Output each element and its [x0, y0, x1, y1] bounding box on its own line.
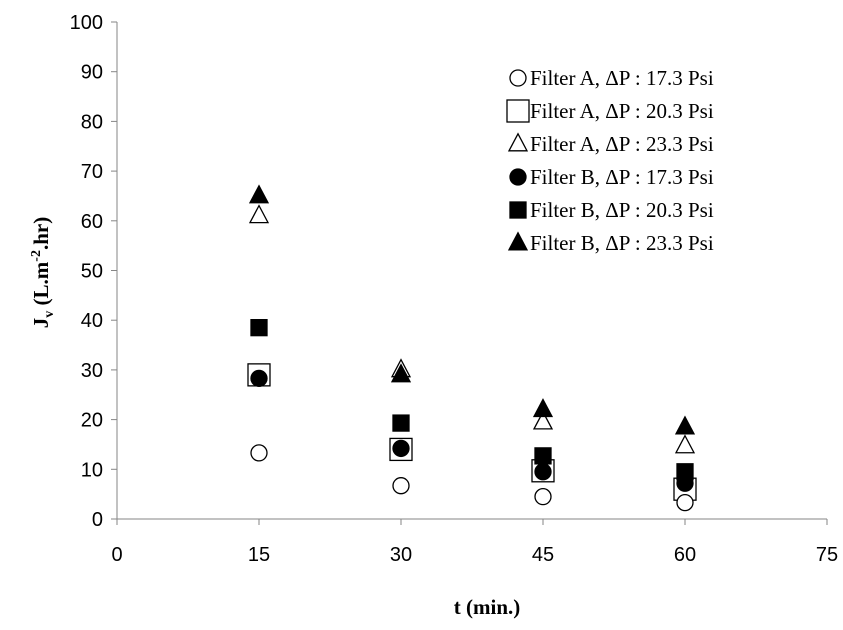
data-point [674, 415, 696, 435]
data-point [392, 477, 410, 495]
data-point [390, 363, 412, 383]
y-axis-title-superscript: -2 [29, 250, 44, 262]
data-point [532, 398, 554, 418]
data-point [676, 463, 694, 481]
legend-label: Filter B, ΔP : 23.3 Psi [530, 231, 714, 255]
x-tick-label: 75 [816, 544, 838, 566]
legend-marker-square-filled [509, 201, 527, 219]
legend-label: Filter B, ΔP : 17.3 Psi [530, 165, 714, 189]
y-tick-label: 80 [81, 111, 103, 133]
data-point [532, 410, 554, 430]
x-axis-title: t (min.) [454, 595, 521, 619]
y-axis-title-unit: (L.m [29, 261, 53, 311]
y-tick-label: 50 [81, 261, 103, 283]
data-point [534, 487, 552, 506]
data-point [250, 444, 268, 462]
x-tick-label: 30 [390, 544, 412, 566]
x-tick-label: 60 [674, 544, 696, 566]
y-tick-label: 10 [81, 459, 103, 481]
data-point [534, 463, 552, 481]
legend-entry: Filter A, ΔP : 17.3 Psi [509, 66, 714, 90]
legend-entry: Filter B, ΔP : 17.3 Psi [509, 165, 714, 189]
data-point [676, 493, 694, 512]
data-point [248, 184, 270, 204]
tick-labels: 0 10 20 30 40 50 60 70 80 90 100 0 15 30 45 60 75 [70, 12, 839, 566]
data-point [392, 414, 410, 432]
legend-entry: Filter A, ΔP : 20.3 Psi [506, 99, 714, 123]
legend-entry: Filter B, ΔP : 20.3 Psi [509, 198, 714, 222]
data-point [674, 434, 696, 454]
legend-label: Filter A, ΔP : 20.3 Psi [530, 99, 714, 123]
y-tick-label: 90 [81, 62, 103, 84]
y-tick-label: 20 [81, 410, 103, 432]
series-square-filled [250, 319, 694, 481]
series-circle-open [250, 444, 694, 512]
series-square-open [247, 363, 697, 501]
y-tick-label: 70 [81, 161, 103, 183]
legend-label: Filter A, ΔP : 23.3 Psi [530, 132, 714, 156]
data-point [250, 319, 268, 337]
data-points [247, 184, 697, 512]
x-tick-label: 45 [532, 544, 554, 566]
data-point [248, 204, 270, 224]
legend-label: Filter A, ΔP : 17.3 Psi [530, 66, 714, 90]
legend-marker-circle-open [509, 69, 527, 87]
legend-label: Filter B, ΔP : 20.3 Psi [530, 198, 714, 222]
legend: Filter A, ΔP : 17.3 Psi Filter A, ΔP : 20… [506, 66, 714, 255]
y-tick-label: 100 [70, 12, 103, 34]
y-tick-label: 40 [81, 310, 103, 332]
y-tick-label: 60 [81, 211, 103, 233]
data-point [534, 447, 552, 465]
legend-marker-triangle-open [507, 132, 529, 152]
y-tick-label: 0 [92, 509, 103, 531]
data-point [392, 439, 410, 458]
y-axis-title-unit-end: .hr) [29, 217, 53, 250]
data-point [250, 369, 268, 387]
x-tick-label: 15 [248, 544, 270, 566]
legend-marker-square-open [506, 99, 530, 123]
x-tick-label: 0 [111, 544, 122, 566]
legend-marker-circle-filled [509, 168, 527, 186]
series-triangle-filled [248, 184, 696, 435]
y-axis-title-main: J [29, 318, 53, 329]
y-axis-title: Jv (L.m-2.hr) [29, 217, 57, 328]
legend-entry: Filter B, ΔP : 23.3 Psi [507, 231, 714, 255]
y-tick-label: 30 [81, 360, 103, 382]
legend-marker-triangle-filled [507, 231, 529, 251]
legend-entry: Filter A, ΔP : 23.3 Psi [507, 132, 714, 156]
y-axis-title-subscript: v [42, 311, 57, 318]
series-circle-filled [250, 369, 694, 492]
axes [111, 21, 828, 525]
